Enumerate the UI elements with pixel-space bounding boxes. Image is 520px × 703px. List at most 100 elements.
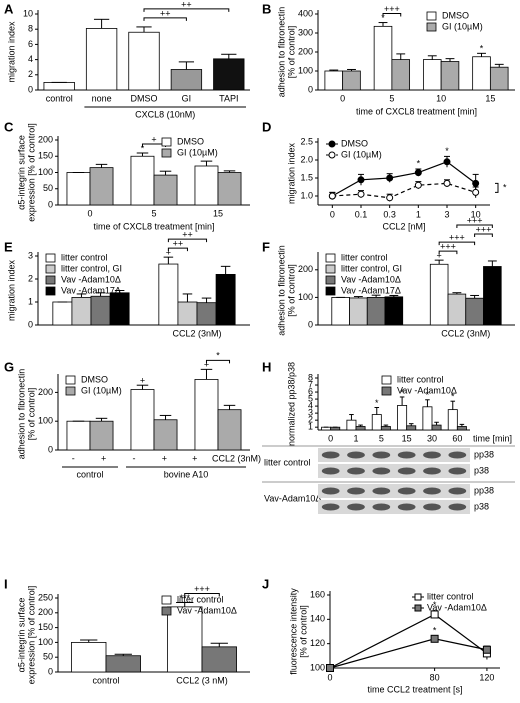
x-row-label: - — [72, 453, 75, 463]
blot-band — [423, 451, 441, 459]
x-tick-label: CCL2 (3nM) — [172, 328, 221, 338]
blot-group-label: Vav-Adam10Δ — [264, 493, 321, 503]
x-tick-label: 0.1 — [355, 209, 368, 219]
y-tick-label: 5 — [308, 393, 313, 403]
x-tick-label: GI — [182, 93, 192, 103]
x-axis-label: time of CXCL8 treatment [min] — [93, 221, 214, 231]
x-tick-label: 10 — [471, 209, 481, 219]
bar — [447, 293, 467, 326]
bar — [431, 424, 442, 431]
y-tick-label: 140 — [310, 614, 325, 624]
x-tick-label: CCL2 (3nM) — [441, 328, 490, 338]
line — [329, 638, 488, 669]
bar — [346, 419, 357, 431]
bar — [366, 296, 386, 326]
panel-letter: G — [4, 359, 14, 374]
y-tick-label: 4 — [28, 54, 33, 64]
bracket — [184, 592, 220, 597]
legend-swatch — [161, 148, 172, 158]
bar — [489, 66, 509, 91]
significance: * — [480, 44, 484, 54]
bar — [170, 69, 203, 91]
group-label: CXCL8 (10nM) — [135, 109, 195, 119]
bar — [456, 426, 467, 431]
legend-label: litter control — [397, 374, 444, 384]
x-tick-label: 5 — [151, 208, 156, 218]
legend-swatch — [381, 386, 392, 396]
blot — [318, 464, 470, 478]
legend-swatch — [325, 275, 336, 285]
x-axis-label: time of CXCL8 treatment [min] — [356, 106, 477, 116]
bar — [384, 296, 404, 326]
x-tick-label: 0 — [328, 433, 333, 443]
legend-label: Vav -Adam10Δ — [177, 605, 237, 615]
blot-band — [347, 487, 365, 495]
line — [329, 613, 488, 669]
bar — [213, 58, 245, 91]
bar — [331, 296, 350, 326]
blot-band — [372, 467, 391, 475]
y-tick-label: 1 — [28, 296, 33, 306]
bar — [89, 167, 114, 206]
blot-band — [321, 487, 340, 495]
x-axis-label: CCL2 [nM] — [382, 221, 425, 231]
y-tick-label: 100 — [310, 662, 325, 672]
blot-band — [423, 487, 441, 495]
bar — [52, 301, 73, 326]
bar — [472, 56, 491, 91]
blot-group-label: litter control — [264, 457, 311, 467]
side-bracket — [495, 182, 499, 193]
marker — [443, 158, 451, 166]
y-tick-label: 0 — [308, 319, 313, 329]
x-tick-label: 0 — [327, 672, 332, 682]
y-tick-label: 50 — [43, 183, 53, 193]
blot-band — [372, 503, 391, 511]
y-axis-label: adhesion to fibronectin — [276, 245, 286, 336]
side-label: * — [503, 182, 507, 192]
x-tick-label: control — [46, 93, 73, 103]
bar — [105, 655, 141, 673]
y-axis-label: [% of control] — [26, 388, 36, 441]
bar — [373, 25, 393, 91]
legend-label: GI (10µM) — [442, 21, 483, 31]
legend-label: litter control — [427, 591, 474, 601]
line — [332, 161, 477, 197]
legend-swatch — [426, 22, 437, 32]
panel-letter: H — [262, 359, 271, 374]
x-tick-label: control — [92, 675, 119, 685]
y-tick-label: 2 — [28, 273, 33, 283]
bar — [447, 409, 458, 431]
legend-label: GI (10µM) — [177, 147, 218, 157]
marker — [357, 176, 365, 184]
x-axis-label: time [min] — [473, 433, 512, 443]
bracket — [205, 359, 231, 364]
significance: *** — [179, 593, 190, 603]
y-axis-label: adhesion to fibronectin — [276, 7, 286, 98]
marker — [430, 610, 439, 619]
legend-swatch — [65, 386, 76, 396]
significance: * — [445, 146, 449, 156]
y-tick-label: 3 — [308, 408, 313, 418]
y-tick-label: 150 — [38, 622, 53, 632]
y-axis-label: migration index — [6, 21, 16, 83]
panel-letter: I — [4, 576, 8, 591]
marker — [328, 192, 336, 200]
bar — [406, 425, 417, 431]
x-tick-label: 1 — [416, 209, 421, 219]
blot-band — [397, 451, 416, 459]
bracket — [143, 8, 230, 12]
bar — [422, 406, 433, 431]
y-tick-label: 50 — [43, 652, 53, 662]
bar — [66, 420, 91, 451]
bracket-label: ++ — [173, 239, 184, 249]
bar — [89, 420, 114, 451]
significance: * — [451, 392, 455, 402]
y-tick-label: 1.0 — [300, 190, 313, 200]
y-tick-label: 8 — [308, 372, 313, 382]
x-row-label: - — [133, 453, 136, 463]
y-axis-label: α5-integrin surface — [16, 598, 26, 673]
y-tick-label: 0 — [48, 444, 53, 454]
legend-label: GI (10µM) — [81, 385, 122, 395]
significance: * — [381, 13, 385, 23]
